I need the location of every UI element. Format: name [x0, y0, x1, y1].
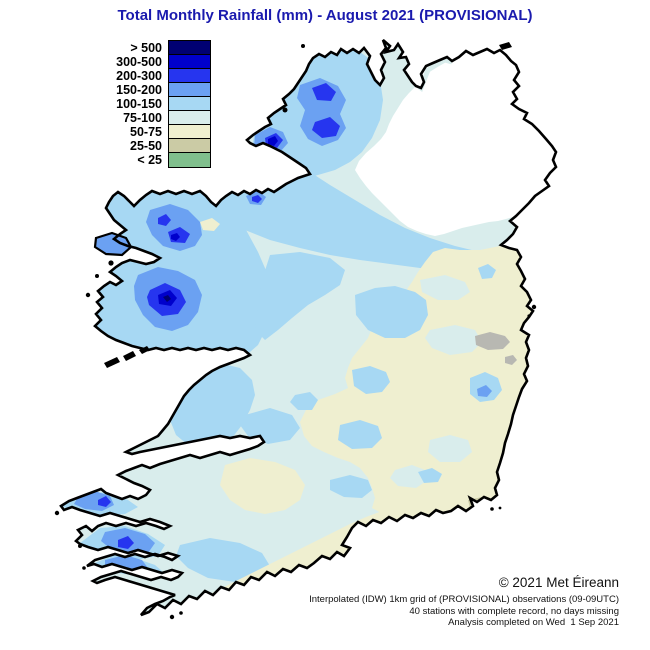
inishturk-island	[95, 274, 99, 278]
attribution-block: © 2021 Met Éireann Interpolated (IDW) 1k…	[309, 575, 619, 629]
islands	[54, 42, 537, 620]
coastline	[59, 39, 558, 617]
urban-gray-patches	[475, 332, 517, 365]
inishbofin-island	[85, 292, 91, 298]
saltee-island-2	[498, 506, 502, 510]
attribution-line-3: Analysis completed on Wed 1 Sep 2021	[448, 617, 619, 628]
sherkin-island	[179, 611, 183, 615]
lambay-island	[531, 304, 537, 310]
legend-label: 300-500	[116, 55, 162, 69]
clare-island	[108, 260, 114, 266]
legend-row: 200-300	[40, 67, 211, 84]
achill-island	[93, 231, 133, 257]
aranmore-island	[282, 107, 288, 113]
blasket-island	[54, 510, 60, 516]
legend-label: 75-100	[123, 111, 162, 125]
dursey-island	[82, 566, 86, 570]
legend: > 500 300-500 200-300 150-200 100-150 75-100 5…	[40, 39, 211, 168]
rathlin-island	[499, 42, 512, 50]
legend-label: 200-300	[116, 69, 162, 83]
legend-label: > 500	[130, 41, 162, 55]
map-title: Total Monthly Rainfall (mm) - August 202…	[117, 7, 533, 24]
attribution-line-1: Interpolated (IDW) 1km grid of (PROVISIO…	[309, 594, 619, 605]
band-75-100-patches	[390, 275, 482, 488]
legend-row: < 25	[40, 151, 211, 168]
legend-row: 50-75	[40, 123, 211, 140]
copyright-line: © 2021 Met Éireann	[498, 575, 619, 590]
legend-label: < 25	[137, 153, 162, 167]
legend-label: 50-75	[130, 125, 162, 139]
aran-island-2	[123, 351, 136, 361]
band-gt500-dot	[163, 295, 171, 302]
cape-clear-island	[169, 614, 175, 620]
tory-island	[301, 44, 305, 48]
band-100-150-blobs	[240, 264, 502, 498]
legend-label: 25-50	[130, 139, 162, 153]
aran-island-1	[104, 357, 120, 368]
legend-row: 300-500	[40, 53, 211, 70]
attribution-line-2: 40 stations with complete record, no day…	[409, 605, 619, 617]
legend-label: 100-150	[116, 97, 162, 111]
legend-label: 150-200	[116, 83, 162, 97]
rainfall-fill-layer	[61, 40, 556, 615]
legend-swatch	[168, 151, 211, 168]
no-data-region-northern-ireland	[355, 49, 556, 236]
saltee-island-1	[490, 507, 494, 511]
